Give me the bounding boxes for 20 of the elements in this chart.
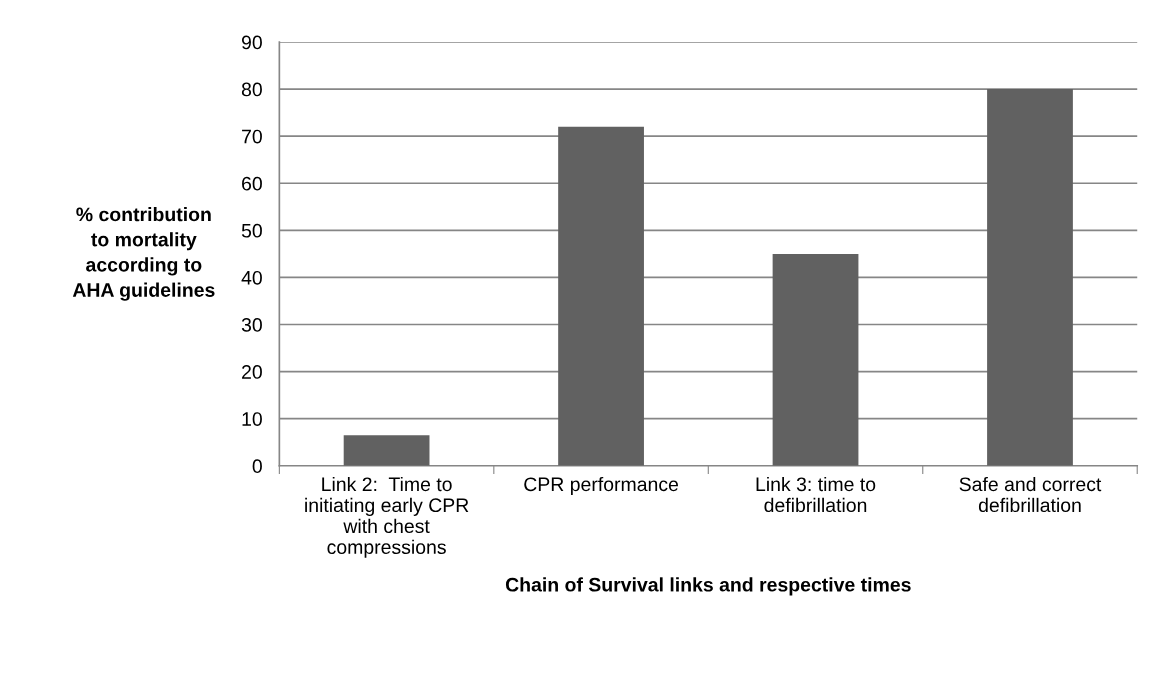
- y-tick-label: 70: [242, 129, 262, 144]
- y-tick-label: 90: [241, 35, 262, 50]
- y-tick-label: 20: [242, 365, 262, 379]
- bar: [558, 126, 644, 466]
- y-tick-label: 50: [241, 223, 262, 238]
- x-tick-label: CPR performance: [524, 476, 679, 496]
- y-tick-label: 10: [242, 412, 262, 426]
- bar: [772, 253, 859, 466]
- x-tick-label: Safe and correct defibrillation: [959, 476, 1102, 513]
- y-tick-label: 0: [252, 459, 262, 474]
- bar: [343, 435, 430, 466]
- bar: [987, 89, 1073, 466]
- y-tick-label: 40: [241, 270, 262, 285]
- y-tick-label: 80: [241, 82, 262, 97]
- x-axis-title: Chain of Survival links and respective times: [505, 577, 911, 596]
- y-tick-label: 30: [241, 318, 262, 332]
- y-axis-title: % contribution to mortality according to AHA guidelines: [72, 207, 215, 301]
- x-tick-label: Link 2: Time to initiating early CPR with chest compressions: [305, 476, 469, 558]
- x-tick-label: Link 3: time to defibrillation: [756, 476, 876, 513]
- y-tick-label: 60: [242, 176, 262, 191]
